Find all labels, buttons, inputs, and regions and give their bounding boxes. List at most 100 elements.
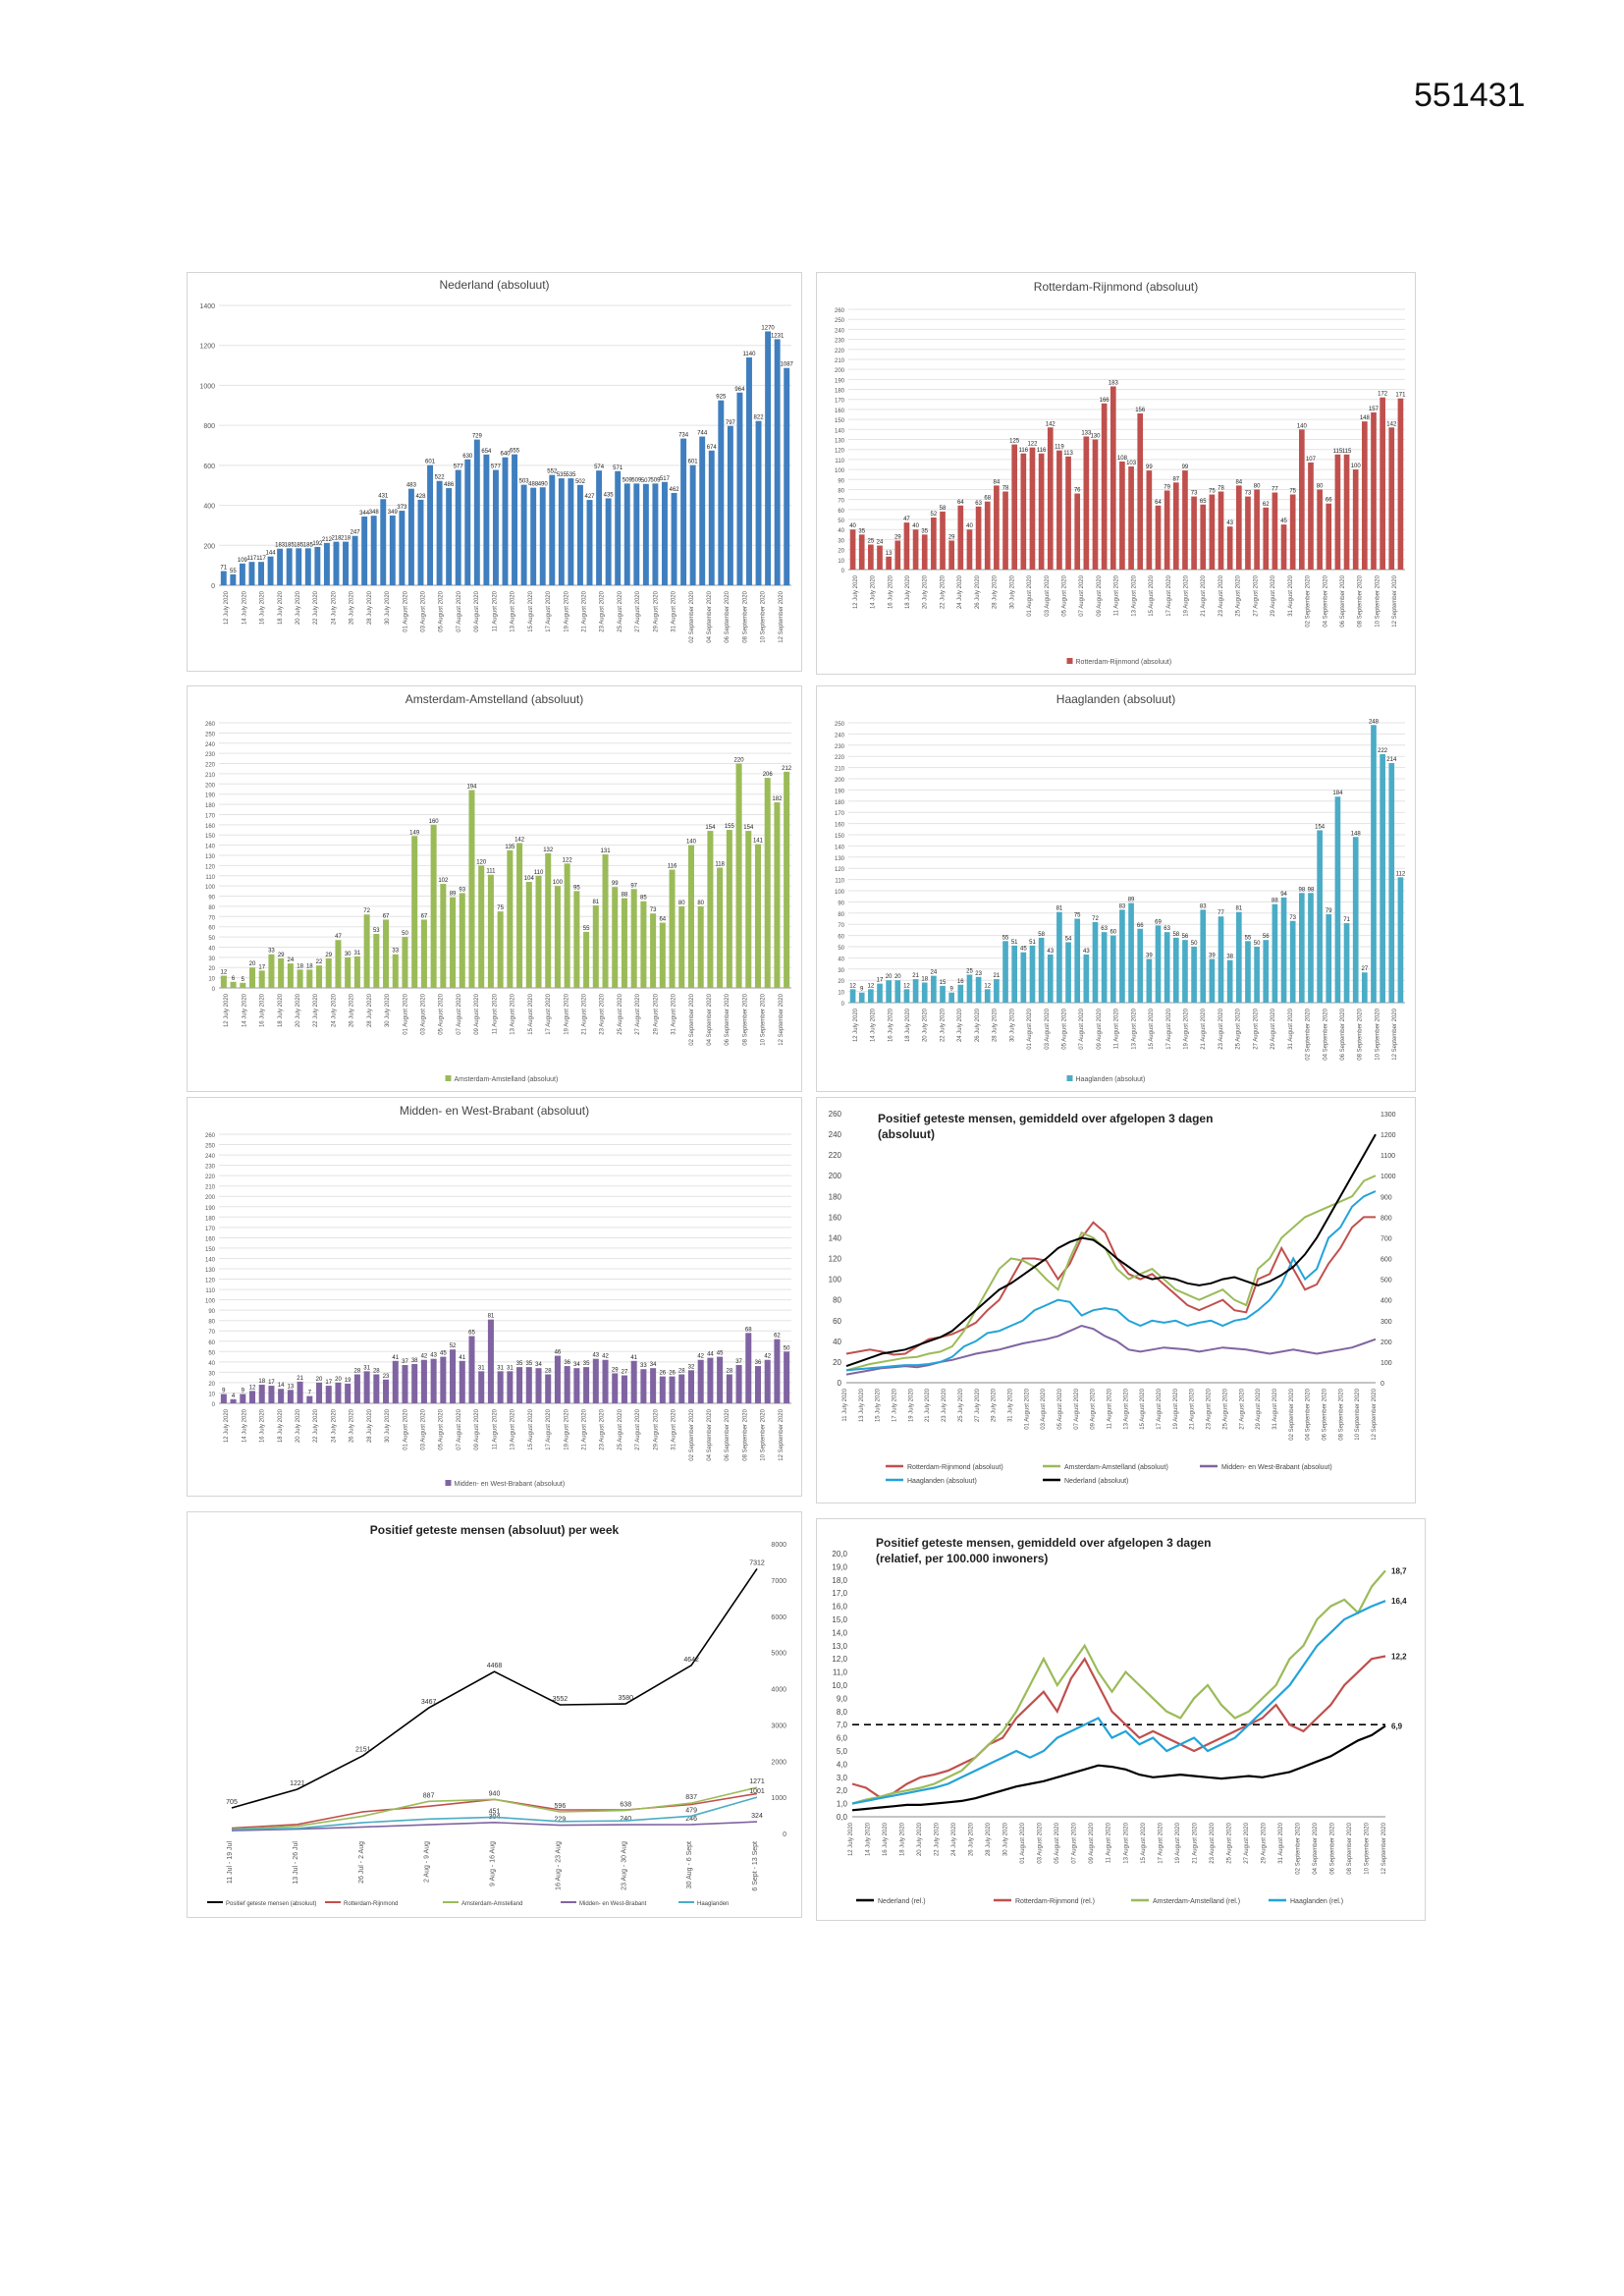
bar [948, 540, 955, 570]
data-label: 552 [547, 469, 558, 475]
bar [1200, 504, 1207, 570]
x-tick-label: 26 Jul - 2 Aug [358, 1841, 365, 1884]
bar [487, 1319, 494, 1403]
bar [784, 1351, 790, 1403]
bar [669, 1376, 676, 1403]
data-label: 80 [678, 901, 685, 906]
bar [230, 1398, 237, 1403]
data-label: 44 [707, 1352, 714, 1358]
x-tick-label: 18 July 2020 [278, 993, 284, 1027]
bar [877, 983, 883, 1003]
bar [549, 474, 556, 585]
data-label: 33 [392, 949, 399, 955]
data-label: 428 [415, 494, 426, 500]
bar [1110, 935, 1116, 1003]
data-label: 194 [466, 785, 477, 791]
bar [774, 339, 781, 585]
data-label: 182 [772, 796, 783, 802]
data-label: 81 [1056, 906, 1063, 912]
y-tick-label: 200 [835, 368, 845, 374]
y-tick-label: 160 [835, 823, 845, 829]
data-label: 51 [1029, 940, 1036, 946]
x-tick-label: 26 July 2020 [969, 1822, 975, 1856]
y-tick-label: 6,0 [837, 1734, 848, 1743]
data-label: 42 [602, 1354, 609, 1360]
y-tick-label: 7000 [771, 1578, 786, 1585]
data-label: 35 [583, 1361, 590, 1367]
x-tick-label: 27 August 2020 [635, 993, 641, 1034]
bar [687, 845, 694, 988]
y-tick-label: 210 [835, 358, 845, 364]
bar [602, 1359, 609, 1403]
data-label: 62 [774, 1334, 781, 1339]
bar [1397, 398, 1404, 570]
x-tick-label: 06 September 2020 [1340, 574, 1346, 627]
bar [650, 1368, 657, 1403]
y2-tick-label: 500 [1380, 1278, 1392, 1285]
bar [903, 989, 910, 1003]
x-tick-label: 06 September 2020 [1340, 1008, 1346, 1060]
bar [230, 981, 237, 988]
data-label: 17 [268, 1380, 275, 1386]
data-label: 50 [1254, 941, 1261, 947]
bar [966, 974, 973, 1003]
bar [1397, 877, 1404, 1003]
data-label: 25 [868, 539, 875, 545]
data-label: 18 [297, 963, 303, 969]
bar [1137, 928, 1144, 1003]
chart-avg-relative: Positief geteste mensen, gemiddeld over … [832, 1536, 1407, 1905]
data-label: 166 [1100, 398, 1110, 404]
bar [383, 919, 390, 988]
data-label: 79 [1326, 908, 1332, 914]
data-label: 29 [325, 953, 332, 958]
bar [1101, 932, 1108, 1003]
x-tick-label: 05 August 2020 [439, 993, 445, 1034]
data-label: 60 [1110, 930, 1116, 936]
bar [615, 470, 622, 585]
x-tick-label: 09 August 2020 [1097, 574, 1103, 616]
bar [564, 863, 570, 988]
bar [630, 1360, 637, 1403]
bar [316, 965, 323, 988]
y-tick-label: 100 [205, 885, 216, 891]
x-tick-label: 11 August 2020 [1114, 574, 1120, 616]
x-tick-label: 29 August 2020 [653, 590, 659, 631]
bar [535, 875, 542, 988]
bar [894, 980, 901, 1003]
legend-label: Rotterdam-Rijnmond (absoluut) [907, 1464, 1003, 1471]
bar [399, 511, 406, 585]
x-tick-label: 29 August 2020 [1256, 1388, 1262, 1429]
x-tick-label: 26 July 2020 [350, 993, 355, 1027]
data-label: 192 [312, 541, 323, 547]
x-tick-label: 30 July 2020 [385, 1408, 391, 1443]
data-label: 98 [1308, 887, 1315, 893]
x-tick-label: 27 August 2020 [1244, 1822, 1250, 1863]
bar [1047, 954, 1054, 1003]
bar [459, 893, 465, 988]
data-label: 23 [975, 971, 982, 977]
bar [1298, 429, 1305, 570]
y-tick-label: 200 [835, 778, 845, 784]
y-tick-label: 0 [841, 1002, 845, 1008]
x-tick-label: 01 August 2020 [1024, 1388, 1030, 1429]
data-label: 71 [220, 566, 227, 572]
data-label: 62 [1263, 502, 1270, 508]
data-label: 24 [931, 970, 938, 976]
x-tick-label: 28 July 2020 [993, 1008, 999, 1042]
y2-tick-label: 1200 [1380, 1132, 1396, 1139]
data-label: 122 [563, 857, 573, 863]
bar [325, 957, 332, 988]
data-label: 654 [481, 449, 492, 455]
chart-title: Midden- en West-Brabant (absoluut) [400, 1104, 589, 1118]
legend-swatch [445, 1480, 452, 1486]
legend-label: Haaglanden (absoluut) [907, 1478, 977, 1485]
bar [1343, 923, 1350, 1003]
bar [1200, 909, 1207, 1003]
data-label: 640 [500, 452, 511, 458]
bar [507, 1371, 514, 1403]
legend-label: Amsterdam-Amstelland (absoluut) [1064, 1464, 1168, 1471]
x-tick-label: 21 July 2020 [925, 1388, 931, 1422]
data-label: 112 [1396, 871, 1406, 877]
bar [894, 540, 901, 570]
bar [497, 911, 504, 988]
